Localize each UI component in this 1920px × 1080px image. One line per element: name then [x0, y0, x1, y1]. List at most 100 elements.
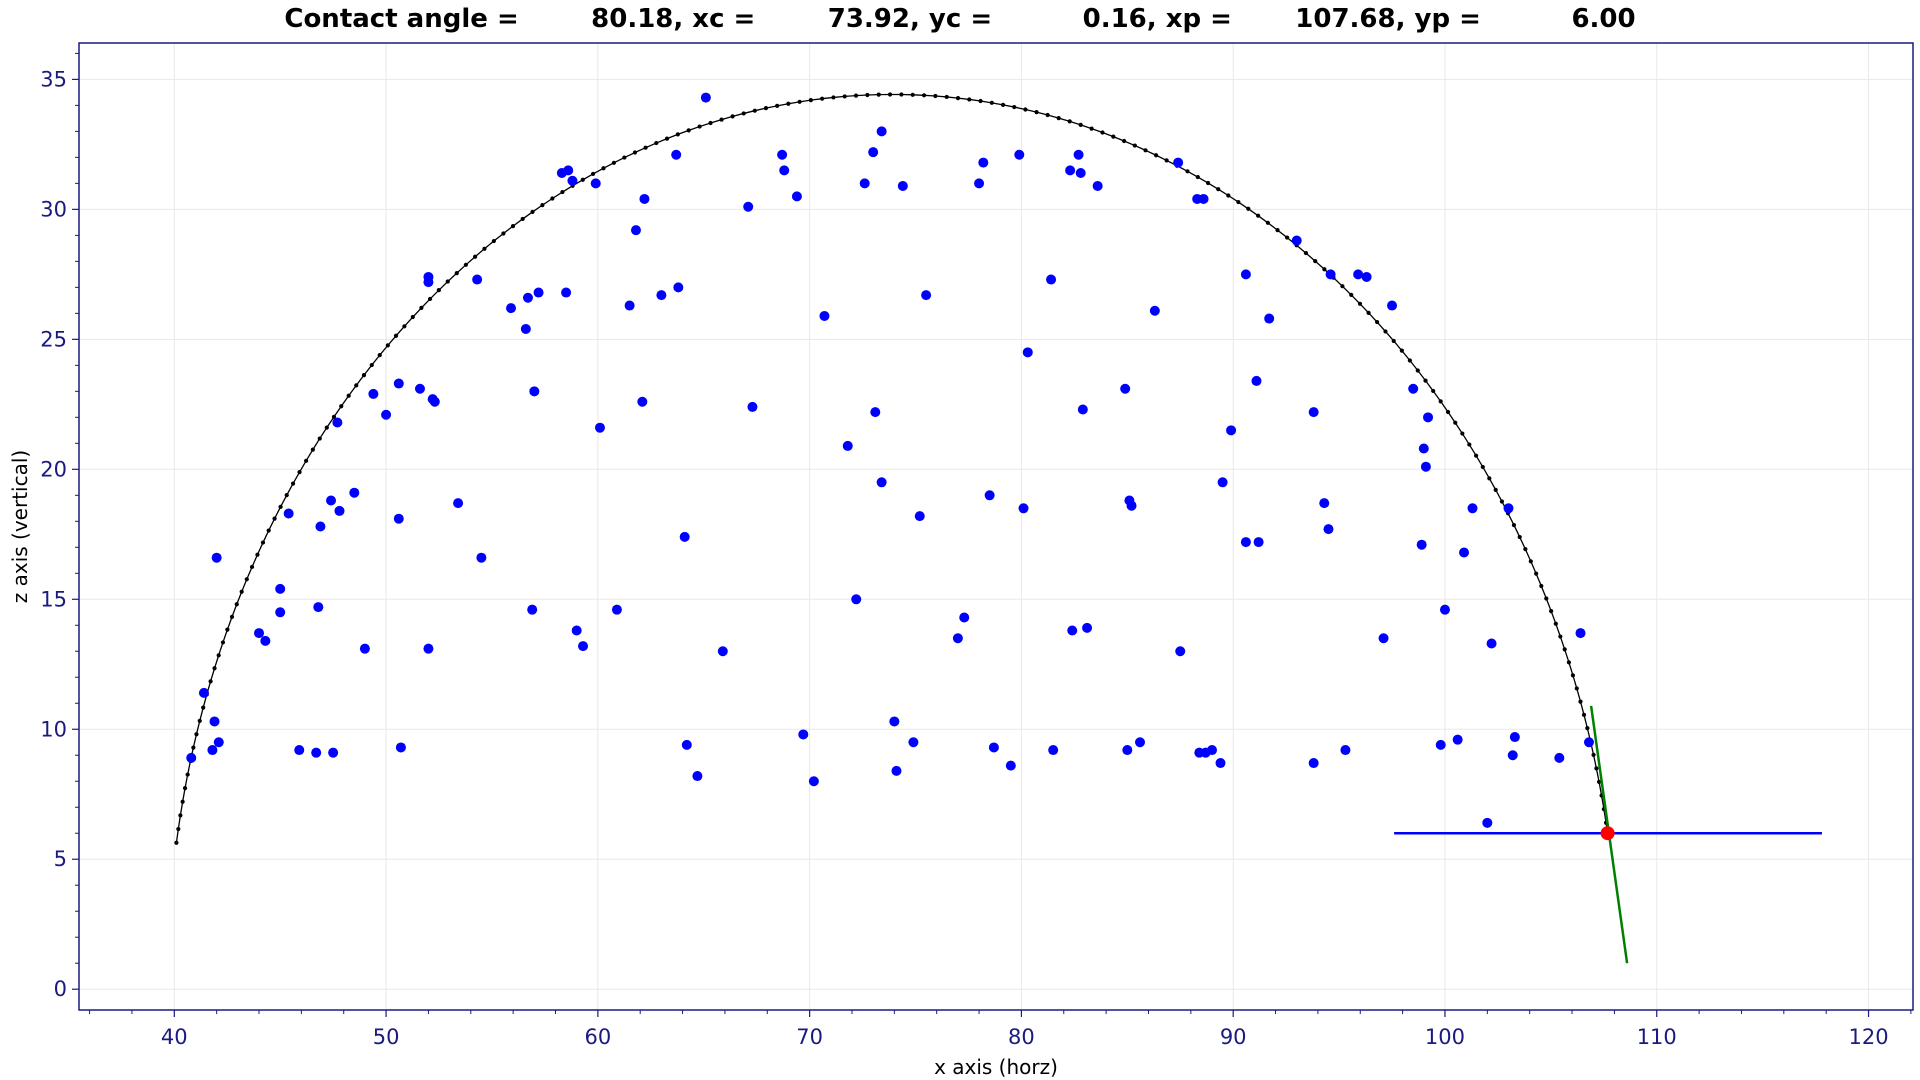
fit-circle-marker — [1078, 122, 1083, 127]
data-point — [1073, 149, 1084, 160]
data-point — [921, 290, 932, 301]
data-point — [1092, 180, 1103, 191]
x-tick-label: 110 — [1637, 1025, 1677, 1049]
y-tick-label: 30 — [40, 197, 67, 221]
fit-circle-marker — [194, 732, 199, 737]
data-point — [1291, 235, 1302, 246]
fit-circle-marker — [580, 177, 585, 182]
fit-circle-marker — [1313, 258, 1318, 264]
y-tick-label: 10 — [40, 717, 67, 741]
data-point — [414, 383, 425, 394]
data-point — [808, 776, 819, 787]
data-point — [624, 300, 635, 311]
fit-circle-marker — [664, 136, 670, 141]
data-point — [1067, 625, 1078, 636]
fit-circle-marker — [550, 196, 555, 201]
fit-circle-marker — [1226, 193, 1231, 198]
fit-circle-marker — [346, 393, 351, 398]
contact-point-marker — [1600, 826, 1615, 841]
data-point — [1217, 477, 1228, 488]
fit-circle-marker — [191, 745, 196, 750]
data-point — [897, 180, 908, 191]
fit-circle-marker — [201, 705, 206, 710]
data-point — [1486, 638, 1497, 649]
data-point — [1022, 347, 1033, 358]
data-point — [359, 643, 370, 654]
data-point — [1075, 167, 1086, 178]
fit-circle-marker — [797, 99, 802, 104]
data-point — [328, 747, 339, 758]
fit-circle-marker — [1089, 126, 1094, 131]
fit-circle-marker — [1539, 583, 1544, 589]
fit-circle-marker — [1185, 169, 1190, 174]
data-point — [611, 604, 622, 615]
data-point — [1323, 524, 1334, 535]
fit-circle-marker — [310, 447, 315, 452]
data-point — [974, 178, 985, 189]
data-point — [1482, 817, 1493, 828]
data-point — [692, 771, 703, 782]
data-point — [777, 149, 788, 160]
fit-circle-marker — [212, 666, 217, 671]
fit-circle-marker — [182, 786, 188, 791]
fit-circle-marker — [1246, 206, 1251, 211]
fit-circle-marker — [1056, 116, 1061, 121]
fit-circle-marker — [1487, 476, 1492, 481]
fit-circle-marker — [385, 343, 390, 348]
fit-circle-marker — [454, 270, 459, 276]
fit-circle-marker — [820, 96, 825, 101]
fit-circle-marker — [1275, 227, 1280, 233]
data-point — [988, 742, 999, 753]
data-point — [1251, 375, 1262, 386]
fit-circle-marker — [354, 383, 359, 388]
x-tick-label: 40 — [161, 1025, 188, 1049]
data-point — [381, 409, 392, 420]
data-point — [429, 396, 440, 407]
data-point — [791, 191, 802, 202]
data-point — [326, 495, 337, 506]
fit-circle-marker — [1216, 187, 1221, 192]
fit-circle-marker — [1438, 399, 1443, 404]
fit-circle-marker — [675, 132, 680, 137]
fit-circle-marker — [419, 305, 424, 311]
fit-circle-marker — [1445, 409, 1451, 415]
fit-circle-marker — [1132, 143, 1137, 148]
fit-circle-marker — [887, 92, 893, 97]
chart-title: Contact angle = 80.18, xc = 73.92, yc = … — [284, 4, 1636, 34]
fit-circle-marker — [234, 602, 239, 607]
data-point — [1554, 752, 1565, 763]
fit-circle-marker — [1391, 338, 1396, 344]
data-point — [1583, 737, 1594, 748]
fit-circle-marker — [272, 516, 277, 521]
data-point — [1215, 758, 1226, 769]
fit-circle-marker — [225, 627, 230, 632]
data-point — [1308, 407, 1319, 418]
data-point — [213, 737, 224, 748]
fit-circle-marker — [410, 314, 415, 320]
fit-circle-marker — [876, 92, 881, 97]
data-point — [870, 407, 881, 418]
data-point — [1122, 745, 1133, 756]
data-point — [779, 165, 790, 176]
data-point — [1353, 269, 1364, 280]
fit-circle-marker — [560, 189, 565, 195]
data-point — [527, 604, 538, 615]
fit-circle-marker — [1265, 220, 1270, 225]
data-point — [1503, 503, 1514, 514]
data-point — [198, 687, 209, 698]
fit-circle-marker — [297, 470, 302, 475]
data-point — [1420, 461, 1431, 472]
data-point — [393, 378, 404, 389]
fit-circle-marker — [622, 155, 627, 160]
data-point — [1048, 745, 1059, 756]
data-point — [393, 513, 404, 524]
fit-circle-marker — [402, 324, 407, 329]
data-point — [1264, 313, 1275, 324]
data-point — [1378, 633, 1389, 644]
fit-circle-marker — [1562, 647, 1567, 652]
fit-circle-marker — [1045, 112, 1050, 118]
data-point — [876, 126, 887, 137]
data-point — [423, 271, 434, 282]
fit-circle-marker — [1474, 453, 1479, 458]
fit-circle-marker — [473, 254, 478, 259]
